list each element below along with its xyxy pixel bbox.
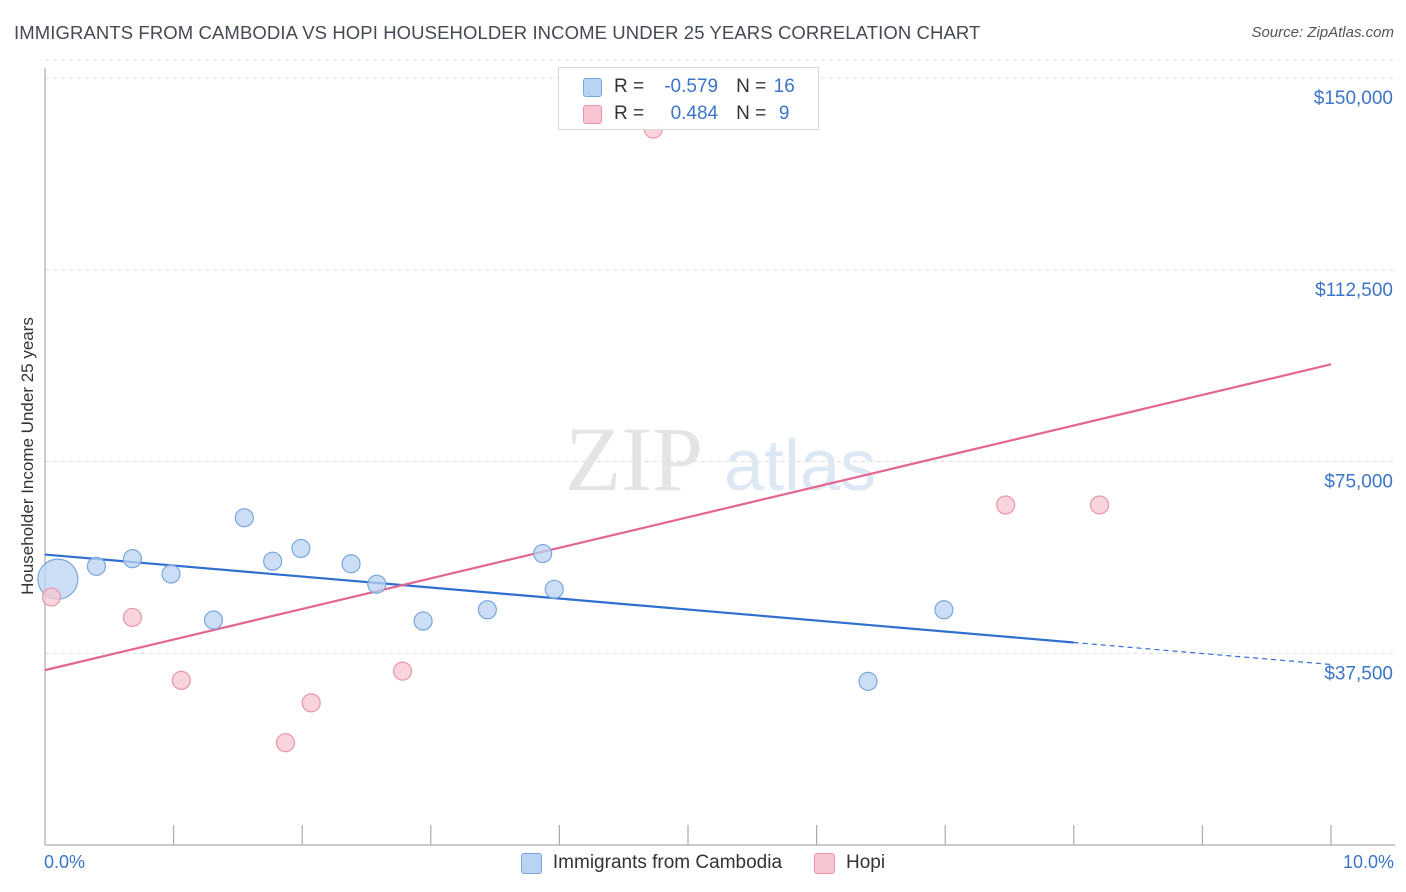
legend-row-cambodia: R = -0.579 N = 16 (583, 75, 802, 99)
x-tick-label-min: 0.0% (44, 852, 86, 872)
data-point-cambodia (544, 579, 564, 599)
watermark-atlas: atlas (724, 426, 876, 506)
y-tick-label: $75,000 (1324, 472, 1393, 493)
pink-swatch-icon (583, 104, 602, 124)
trend-line-hopi (44, 363, 1332, 672)
n-label: N = (736, 76, 767, 97)
data-point-cambodia (234, 508, 254, 528)
data-point-hopi (171, 670, 191, 690)
data-point-hopi (41, 587, 62, 607)
n-value: 9 (778, 103, 790, 124)
watermark: ZIP atlas (565, 408, 876, 510)
y-tick-label: $112,500 (1315, 280, 1393, 301)
blue-swatch-icon (583, 77, 602, 97)
data-point-cambodia (477, 600, 497, 620)
legend-item-hopi[interactable]: Hopi (814, 852, 885, 874)
trend-lines (44, 363, 1332, 672)
data-point-hopi (996, 495, 1016, 515)
legend-item-cambodia[interactable]: Immigrants from Cambodia (520, 852, 783, 874)
y-tick-labels: $37,500 $75,000 $112,500 $150,000 (1314, 88, 1393, 684)
legend-label: Hopi (846, 852, 886, 873)
y-tick-label: $150,000 (1314, 88, 1393, 109)
data-point-cambodia (86, 556, 107, 576)
blue-swatch-icon (520, 852, 542, 874)
r-label: R = (614, 103, 645, 124)
data-point-cambodia (161, 564, 181, 584)
x-tick-label-max: 10.0% (1342, 852, 1394, 872)
series-legend: Immigrants from Cambodia Hopi (0, 852, 1406, 874)
r-label: R = (614, 76, 645, 97)
trend-line-cambodia (44, 553, 1074, 644)
source-credit: Source: ZipAtlas.com (1251, 24, 1394, 41)
data-point-cambodia (122, 549, 143, 569)
data-point-cambodia (533, 543, 553, 564)
data-point-cambodia (858, 671, 878, 691)
data-point-hopi (1089, 495, 1110, 515)
legend-label: Immigrants from Cambodia (552, 852, 783, 873)
trend-line-extension (1073, 641, 1332, 666)
data-point-cambodia (413, 611, 433, 631)
data-point-hopi (301, 693, 321, 713)
data-point-hopi (392, 661, 413, 681)
correlation-legend: R = -0.579 N = 16 R = 0.484 N = 9 (558, 67, 819, 130)
data-point-cambodia (367, 574, 387, 594)
data-point-hopi (122, 607, 143, 628)
chart-title: IMMIGRANTS FROM CAMBODIA VS HOPI HOUSEHO… (14, 22, 981, 43)
data-point-cambodia (291, 538, 311, 559)
axes (44, 68, 1395, 846)
data-point-cambodia (934, 600, 954, 620)
data-point-cambodia (263, 551, 283, 571)
pink-swatch-icon (814, 852, 836, 874)
data-point-hopi (275, 733, 296, 753)
watermark-zip: ZIP (565, 408, 703, 510)
n-label: N = (736, 103, 767, 124)
gridlines (45, 59, 1395, 654)
y-axis-label: Householder Income Under 25 years (18, 317, 37, 595)
n-value: 16 (773, 76, 795, 97)
y-tick-label: $37,500 (1324, 663, 1393, 684)
r-value: 0.484 (670, 103, 719, 124)
data-point-cambodia (203, 610, 224, 630)
r-value: -0.579 (664, 76, 719, 97)
data-point-cambodia (341, 554, 361, 574)
legend-row-hopi: R = 0.484 N = 9 (583, 102, 802, 126)
